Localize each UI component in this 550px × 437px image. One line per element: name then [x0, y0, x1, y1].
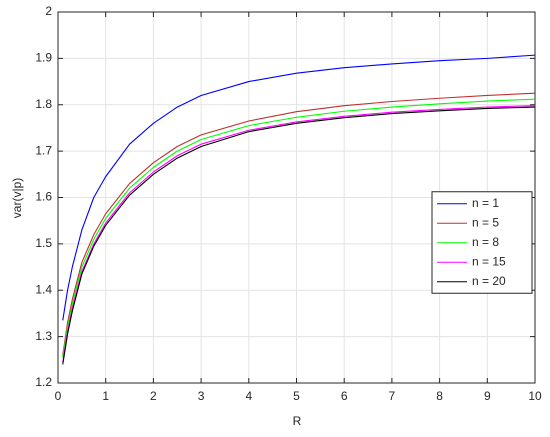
series-line: [62, 105, 536, 363]
series-line: [62, 106, 536, 365]
legend-label: n = 5: [472, 215, 499, 229]
x-tick-label: 0: [55, 389, 62, 403]
x-tick-label: 9: [484, 389, 491, 403]
series-line: [62, 54, 536, 321]
y-tick-label: 1.8: [35, 97, 52, 111]
x-tick-label: 4: [245, 389, 252, 403]
y-tick-label: 1.7: [35, 143, 52, 157]
y-tick-label: 1.5: [35, 236, 52, 250]
x-tick-label: 6: [341, 389, 348, 403]
y-tick-label: 1.6: [35, 190, 52, 204]
x-tick-label: 7: [389, 389, 396, 403]
x-tick-label: 2: [150, 389, 157, 403]
plot-frame: [57, 11, 536, 384]
legend-label: n = 1: [472, 196, 499, 210]
x-tick-label: 8: [436, 389, 443, 403]
y-tick-label: 1.3: [35, 329, 52, 343]
x-tick-label: 1: [102, 389, 109, 403]
y-axis-label: var(v|p): [10, 178, 24, 218]
x-axis-label: R: [293, 414, 302, 428]
series-line: [62, 92, 536, 356]
x-tick-label: 5: [293, 389, 300, 403]
y-tick-label: 1.2: [35, 375, 52, 389]
legend-label: n = 20: [472, 274, 506, 288]
series-line: [62, 98, 536, 358]
legend-label: n = 15: [472, 254, 506, 268]
legend-label: n = 8: [472, 235, 499, 249]
x-tick-label: 3: [198, 389, 205, 403]
x-tick-label: 10: [528, 389, 542, 403]
y-tick-label: 2: [45, 4, 52, 18]
y-tick-label: 1.9: [35, 51, 52, 65]
y-tick-label: 1.4: [35, 282, 52, 296]
